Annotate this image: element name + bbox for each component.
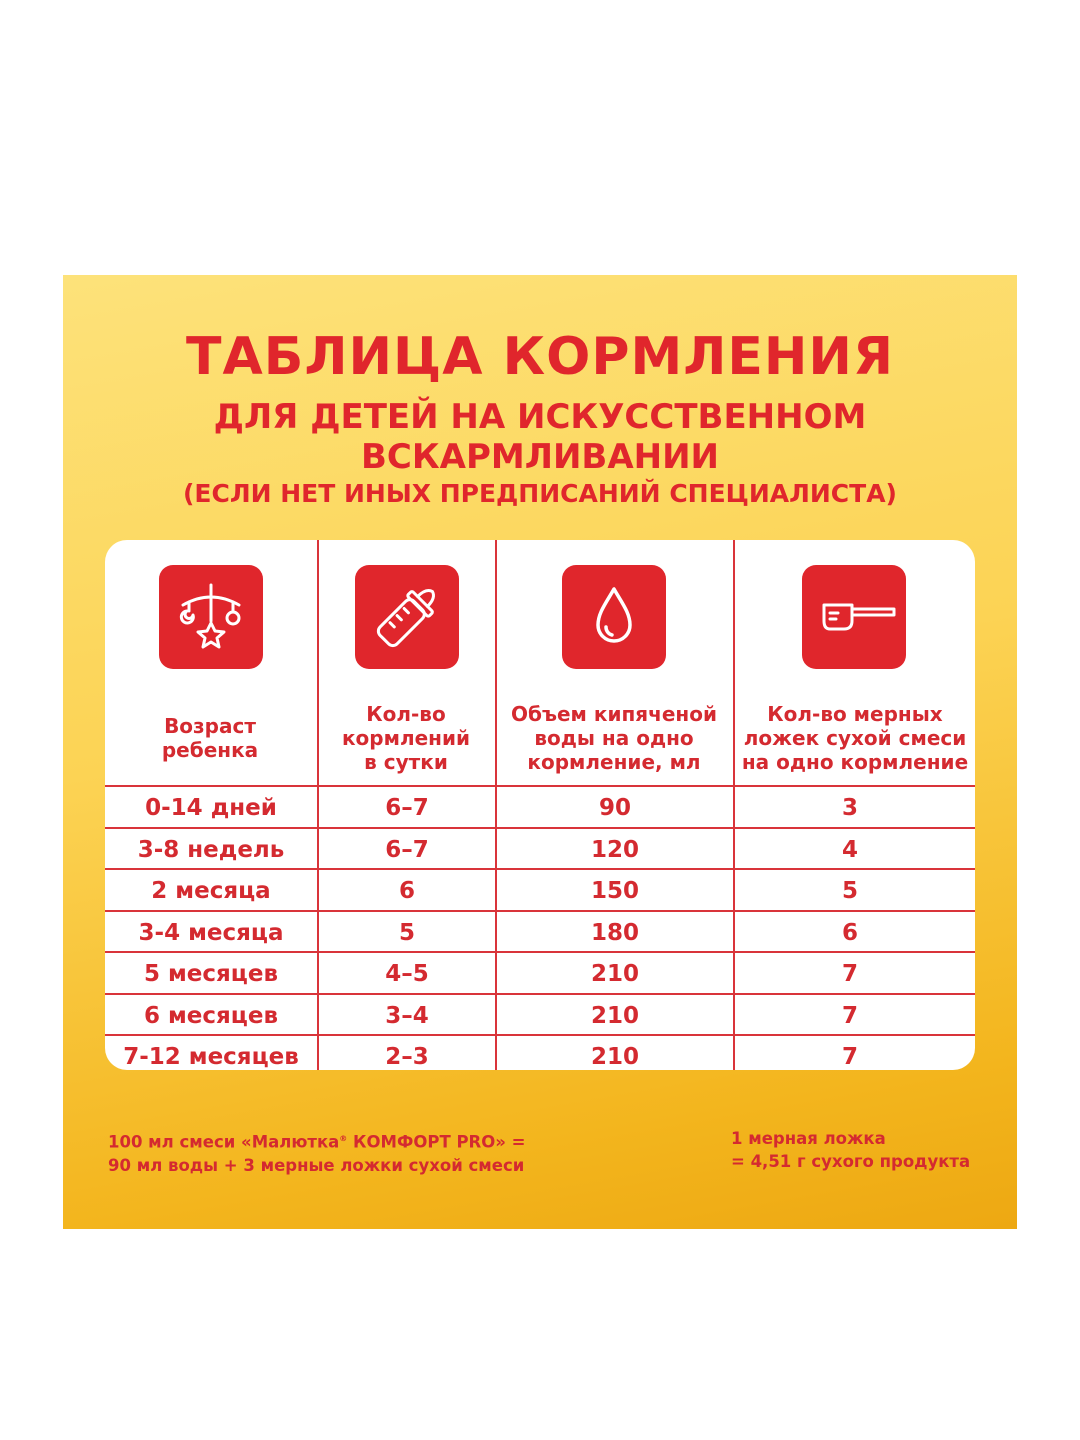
row-divider (105, 827, 975, 829)
footer-left-line-2: 90 мл воды + 3 мерные ложки сухой смеси (108, 1155, 525, 1175)
column-divider (317, 540, 319, 1070)
column-divider (495, 540, 497, 1070)
footer-scoop-note: 1 мерная ложка = 4,51 г сухого продукта (731, 1127, 970, 1173)
baby-mobile-icon (159, 565, 263, 669)
baby-bottle-icon (355, 565, 459, 669)
footer-formula-note: 100 мл смеси «Малютка® КОМФОРТ PRO» = 90… (108, 1127, 526, 1177)
water-drop-icon (562, 565, 666, 669)
header-age: Возраст ребенка (161, 714, 259, 762)
subtitle-line-2: ВСКАРМЛИВАНИИ (360, 437, 719, 477)
subtitle-line-1: ДЛЯ ДЕТЕЙ НА ИСКУССТВЕННОМ (213, 397, 867, 437)
header-feedings-per-day: Кол-во кормлений в сутки (341, 702, 471, 774)
footer-left-line-1: 100 мл смеси «Малютка® КОМФОРТ PRO» = (108, 1132, 526, 1152)
header-scoops: Кол-во мерных ложек сухой смеси на одно … (741, 702, 969, 774)
measuring-scoop-icon (802, 565, 906, 669)
page-subtitle: ДЛЯ ДЕТЕЙ НА ИСКУССТВЕННОМ ВСКАРМЛИВАНИИ (63, 397, 1017, 477)
row-divider (105, 1034, 975, 1036)
specialist-note: (ЕСЛИ НЕТ ИНЫХ ПРЕДПИСАНИЙ СПЕЦИАЛИСТА) (182, 479, 897, 508)
footer-right-line-2: = 4,51 г сухого продукта (731, 1152, 971, 1171)
row-divider (105, 868, 975, 870)
footer-right-line-1: 1 мерная ложка (731, 1129, 886, 1148)
row-divider (105, 993, 975, 995)
feeding-table: Возраст ребенка Кол-во кормлений в сутки… (105, 540, 975, 1070)
column-divider (733, 540, 735, 1070)
header-water-volume: Объем кипяченой воды на одно кормление, … (511, 702, 717, 774)
row-divider (105, 785, 975, 787)
row-divider (105, 910, 975, 912)
feeding-table-panel: ТАБЛИЦА КОРМЛЕНИЯ ДЛЯ ДЕТЕЙ НА ИСКУССТВЕ… (63, 275, 1017, 1229)
page-title: ТАБЛИЦА КОРМЛЕНИЯ (185, 327, 894, 387)
row-divider (105, 951, 975, 953)
